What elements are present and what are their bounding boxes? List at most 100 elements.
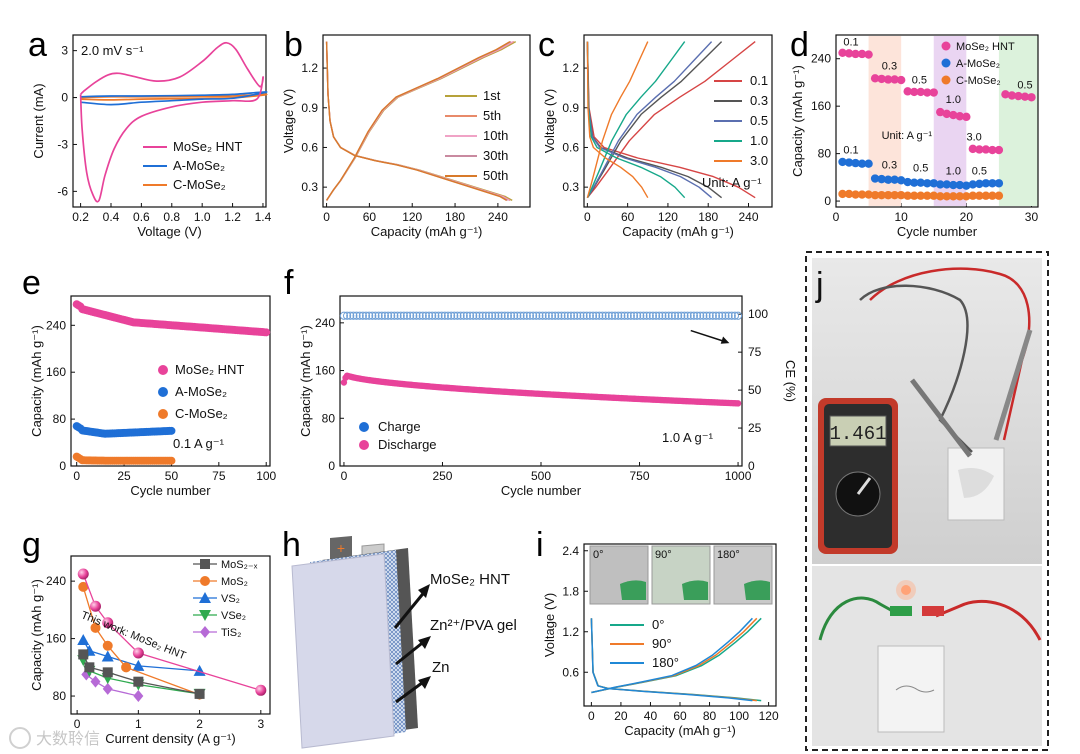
- point-charge: [651, 311, 661, 320]
- arrow-gel-head: [418, 636, 431, 649]
- point-charge: [431, 311, 440, 320]
- scan-rate-annotation: 2.0 mV s⁻¹: [81, 43, 144, 58]
- point-C-MoSe₂: [968, 191, 978, 200]
- legend-label: 1st: [483, 88, 501, 103]
- point-charge: [383, 311, 393, 320]
- rate-label-top: 0.1: [843, 37, 858, 49]
- y-tick-label: 0.9: [562, 101, 579, 115]
- y-tick-label: 1.2: [301, 61, 318, 75]
- point-charge: [355, 311, 364, 320]
- green-lead: [818, 596, 899, 641]
- point-charge: [667, 311, 676, 320]
- inset-glove: [744, 580, 770, 600]
- gcd-charge-50th: [326, 40, 511, 201]
- x-tick-label: 240: [738, 210, 758, 224]
- legend-marker: [941, 41, 951, 51]
- chart-e-cycling-low-rate: 0 25 50 75 100 0 80 160 240 Cycle number Capacity …: [29, 295, 277, 498]
- point-A-MoSe₂: [936, 180, 945, 189]
- point-charge: [721, 311, 730, 320]
- point-MoSe₂ HNT: [890, 75, 899, 84]
- chart-d-rate-performance: 0 10 20 30 0 80 160 240 Cycle number Capacity (mA…: [790, 34, 1039, 239]
- panel-label-d: d: [790, 26, 809, 64]
- point-charge: [658, 311, 667, 320]
- point-C-MoSe₂: [981, 191, 991, 200]
- point-discharge: [734, 400, 742, 407]
- legend-label: A-MoSe₂: [175, 384, 227, 399]
- x-tick-label: 20: [960, 210, 974, 224]
- point-charge: [620, 311, 629, 320]
- legend-marker: [158, 409, 168, 419]
- x-tick-label: 0: [584, 210, 591, 224]
- point-MoSe₂ HNT: [1014, 91, 1023, 101]
- point-charge: [503, 311, 512, 320]
- point-charge: [453, 311, 462, 320]
- rate-label-bottom: 1.0: [946, 165, 961, 177]
- point-charge: [465, 311, 475, 320]
- legend-label: 30th: [483, 148, 508, 163]
- legend-label: MoSe₂ HNT: [175, 362, 244, 377]
- point-charge: [645, 311, 654, 320]
- x-tick-label: 60: [621, 210, 635, 224]
- x-axis-label: Voltage (V): [137, 224, 201, 239]
- x-tick-label: 0.2: [72, 210, 89, 224]
- point-charge: [519, 311, 528, 320]
- black-cable: [859, 284, 973, 453]
- green-clip: [890, 606, 912, 616]
- point-C-MoSe₂: [870, 190, 880, 200]
- legend-label: A-MoSe₂: [956, 58, 1000, 70]
- legend-label: 0°: [652, 617, 664, 632]
- legend-marker: [199, 610, 211, 621]
- point-charge: [513, 311, 522, 320]
- rate-label-top: 3.0: [966, 132, 981, 144]
- point-charge: [551, 311, 560, 320]
- x-axis-label: Capacity (mAh g⁻¹): [624, 723, 736, 738]
- legend-label: C-MoSe₂: [175, 406, 228, 421]
- point-A-MoSe₂: [903, 177, 912, 187]
- x-tick-label: 0: [74, 717, 81, 731]
- panel-label-g: g: [22, 526, 41, 564]
- x-axis-label: Cycle number: [897, 224, 978, 239]
- cv-curve-MoSe₂ HNT: [79, 41, 264, 203]
- point-charge: [626, 311, 635, 320]
- panel-label-j: j: [815, 266, 824, 304]
- y-tick-label: 80: [818, 147, 832, 161]
- point-charge: [443, 311, 453, 320]
- plot-frame: [72, 34, 267, 208]
- point-MoSe₂ HNT: [923, 88, 932, 97]
- x-tick-label: 1: [135, 717, 142, 731]
- y2-tick-label: 75: [748, 345, 762, 359]
- y-tick-label: 240: [811, 52, 831, 66]
- legend-label: 10th: [483, 128, 508, 143]
- chart-c-gcd-rates: 0 60 120 180 240 0.3 0.6 0.9 1.2 Capacity (mAh g⁻…: [542, 34, 773, 239]
- marker-MoS₂₋ₓ: [133, 676, 144, 687]
- terminal-plus-sign: +: [337, 540, 345, 556]
- point-A-MoSe₂: [864, 159, 873, 168]
- point-charge: [500, 311, 509, 320]
- point-MoSe₂ HNT: [1007, 91, 1017, 100]
- marker-VS₂: [101, 650, 114, 662]
- point-charge: [718, 311, 727, 320]
- y-tick-label: 0.6: [301, 140, 318, 154]
- point-charge: [715, 311, 724, 320]
- y-tick-label: 0: [824, 194, 831, 208]
- red-probe: [993, 329, 1033, 441]
- multimeter-display: [829, 415, 887, 447]
- y-tick-label: 160: [46, 632, 66, 646]
- point-charge: [576, 311, 585, 320]
- marker-TiS₂: [102, 682, 113, 695]
- y-tick-label: 240: [46, 574, 66, 588]
- point-C-MoSe₂: [929, 191, 938, 200]
- point-charge: [592, 311, 601, 320]
- panel-label-f: f: [284, 264, 294, 302]
- point-charge: [683, 311, 692, 320]
- marker-MoS₂₋ₓ: [78, 649, 89, 660]
- x-tick-label: 0: [323, 210, 330, 224]
- point-A-MoSe₂: [851, 158, 860, 168]
- point-charge: [585, 311, 594, 320]
- point-A-MoSe₂: [916, 178, 925, 187]
- legend-label: 3.0: [750, 153, 768, 168]
- legend-label: A-MoSe₂: [173, 158, 225, 173]
- point-charge: [692, 311, 702, 320]
- point-MoSe₂ HNT: [896, 75, 906, 85]
- point-MoSe₂ HNT: [851, 49, 860, 59]
